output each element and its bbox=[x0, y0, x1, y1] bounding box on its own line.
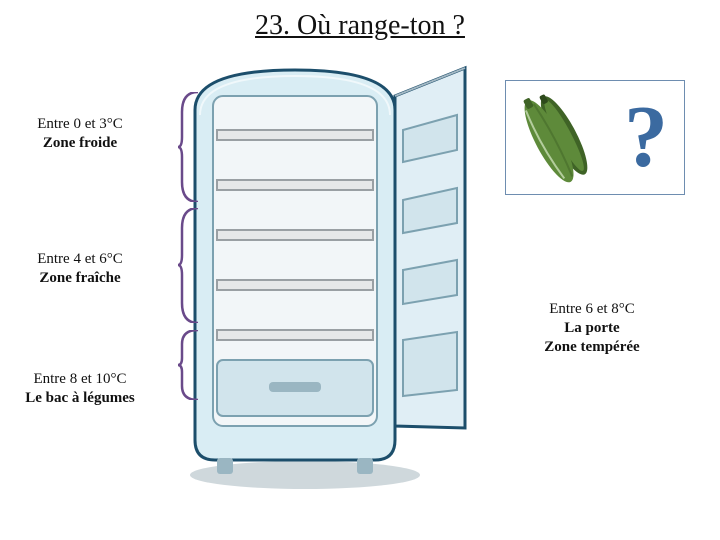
courgette-icon bbox=[512, 87, 602, 187]
label-door: Entre 6 et 8°C La porte Zone tempérée bbox=[512, 300, 672, 356]
label-cold-line1: Entre 0 et 3°C bbox=[20, 115, 140, 134]
label-drawer-line2: Le bac à légumes bbox=[0, 389, 160, 408]
label-fresh-line1: Entre 4 et 6°C bbox=[20, 250, 140, 269]
label-door-line2: La porte bbox=[512, 319, 672, 338]
bracket-cold bbox=[178, 92, 202, 207]
bracket-fresh bbox=[178, 208, 202, 328]
page-title: 23. Où range-ton ? bbox=[0, 10, 720, 42]
label-fresh: Entre 4 et 6°C Zone fraîche bbox=[20, 250, 140, 288]
bracket-drawer bbox=[178, 330, 202, 405]
fridge-diagram bbox=[165, 60, 495, 490]
label-cold-line2: Zone froide bbox=[20, 134, 140, 153]
label-drawer: Entre 8 et 10°C Le bac à légumes bbox=[0, 370, 160, 408]
label-drawer-line1: Entre 8 et 10°C bbox=[0, 370, 160, 389]
question-box: ? bbox=[505, 80, 685, 195]
label-cold: Entre 0 et 3°C Zone froide bbox=[20, 115, 140, 153]
label-fresh-line2: Zone fraîche bbox=[20, 269, 140, 288]
question-mark: ? bbox=[624, 94, 668, 182]
label-door-line3: Zone tempérée bbox=[512, 338, 672, 357]
label-door-line1: Entre 6 et 8°C bbox=[512, 300, 672, 319]
